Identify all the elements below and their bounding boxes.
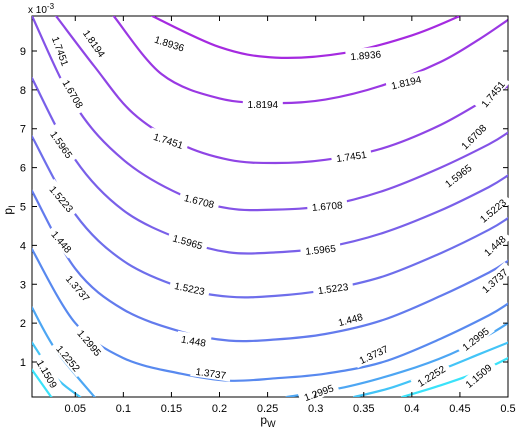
contour-label: 1.8194 — [242, 96, 283, 111]
contour-label-bg — [454, 117, 492, 155]
contour-label-bg — [455, 320, 495, 356]
contour-line-1-8936 — [151, 16, 461, 59]
contour-labels: 1.89361.89361.81941.81941.81941.74511.74… — [32, 22, 514, 405]
contour-label-bg — [72, 322, 108, 362]
y-tick-label: 6 — [20, 163, 26, 175]
x-tick-label: 0.5 — [500, 403, 515, 415]
y-tick-label: 2 — [20, 318, 26, 330]
contour-line-1-5223 — [32, 135, 508, 299]
contour-lines — [32, 16, 508, 397]
contour-label-text: 1.448 — [180, 334, 207, 349]
contour-label-bg — [168, 277, 211, 299]
contour-line-1-448 — [32, 189, 508, 343]
x-axis-ticks: 0.05 0.1 0.15 0.2 0.25 0.3 0.35 0.4 0.45 0.5 — [65, 16, 516, 415]
contour-label-bg — [190, 363, 232, 382]
contour-label-text: 1.3737 — [195, 367, 227, 382]
contour-label-text: 1.5965 — [305, 244, 337, 258]
contour-line-1-6708 — [32, 16, 508, 212]
y-tick-label: 5 — [20, 202, 26, 214]
x-tick-label: 0.4 — [404, 403, 419, 415]
y-multiplier-exponent: -3 — [47, 2, 55, 11]
contour-label-text: 1.5223 — [317, 282, 349, 297]
contour-label-text: 1.7451 — [336, 150, 368, 165]
y-multiplier-base: x 10 — [28, 5, 47, 16]
contour-label-bg — [312, 278, 354, 297]
y-tick-label: 3 — [20, 279, 26, 291]
contour-label: 1.3737 — [190, 363, 232, 382]
contour-label-bg — [242, 96, 283, 110]
contour-line-1-1509 — [32, 368, 53, 397]
contour-label-bg — [437, 157, 478, 193]
contour-label: 1.5223 — [312, 278, 354, 297]
contour-label-text: 1.6708 — [312, 200, 344, 214]
x-axis-label: pW — [260, 413, 276, 429]
contour-label-bg — [166, 229, 209, 253]
y-axis-label: pI — [1, 205, 17, 214]
x-tick-label: 0.1 — [116, 403, 131, 415]
y-axis-ticks: 1 2 3 4 5 6 7 8 9 — [20, 46, 508, 369]
contour-label: 1.7451 — [330, 146, 372, 165]
contour-label-bg — [458, 357, 498, 394]
x-tick-label: 0.2 — [212, 403, 227, 415]
y-tick-label: 4 — [20, 240, 26, 252]
contour-label-bg — [299, 240, 342, 258]
contour-label-bg — [147, 127, 190, 153]
contour-label-bg — [477, 228, 512, 262]
contour-label-bg — [148, 30, 191, 56]
contour-label-bg — [474, 261, 514, 299]
contour-label-bg — [60, 268, 97, 308]
contour-label-bg — [332, 308, 369, 330]
x-tick-label: 0.15 — [161, 403, 182, 415]
contour-label-bg — [352, 339, 395, 369]
contour-label-bg — [46, 223, 79, 259]
contour-label-text: 1.8936 — [350, 50, 382, 64]
contour-label: 1.5965 — [299, 240, 342, 258]
y-tick-label: 7 — [20, 124, 26, 136]
contour-label-bg — [175, 330, 212, 350]
plot-area — [31, 15, 509, 398]
contour-label: 1.8936 — [345, 46, 387, 64]
contour-label-bg — [58, 72, 90, 115]
x-axis-label-main: p — [260, 413, 267, 427]
y-axis-label-sub: I — [7, 205, 17, 208]
contour-label-bg — [410, 359, 452, 392]
contour-label-bg — [44, 178, 81, 218]
y-multiplier: x 10-3 — [28, 2, 55, 16]
x-tick-label: 0.3 — [308, 403, 323, 415]
contour-label-bg — [472, 192, 512, 228]
y-tick-label: 1 — [20, 357, 26, 369]
x-tick-label: 0.25 — [257, 403, 278, 415]
contour-line-1-8194 — [112, 16, 508, 105]
contour-label-bg — [32, 352, 64, 395]
y-tick-label: 9 — [20, 46, 26, 58]
contour-label-bg — [48, 29, 75, 72]
x-tick-label: 0.45 — [449, 403, 470, 415]
contour-label-text: 1.8194 — [248, 100, 279, 111]
contour-label-bg — [78, 22, 112, 64]
contour-label-bg — [178, 189, 221, 212]
x-tick-label: 0.35 — [353, 403, 374, 415]
x-tick-label: 0.05 — [65, 403, 86, 415]
y-axis-label-main: p — [1, 208, 15, 215]
contour-label-bg — [45, 123, 80, 165]
contour-label-bg — [474, 73, 511, 113]
contour-label-bg — [330, 146, 372, 165]
contour-line-1-7451 — [54, 16, 508, 165]
contour-label-bg — [297, 378, 340, 405]
contour-label-bg — [385, 70, 427, 93]
contour-label-bg — [51, 338, 87, 378]
contour-line-1-1509 — [401, 357, 508, 397]
contour-line-1-5965 — [32, 77, 508, 255]
contour-label-bg — [345, 46, 387, 63]
contour-label: 1.6708 — [306, 196, 348, 214]
x-axis-label-sub: W — [267, 419, 276, 429]
contour-label-bg — [306, 196, 348, 214]
y-tick-label: 8 — [20, 85, 26, 97]
contour-label: 1.448 — [175, 330, 212, 350]
